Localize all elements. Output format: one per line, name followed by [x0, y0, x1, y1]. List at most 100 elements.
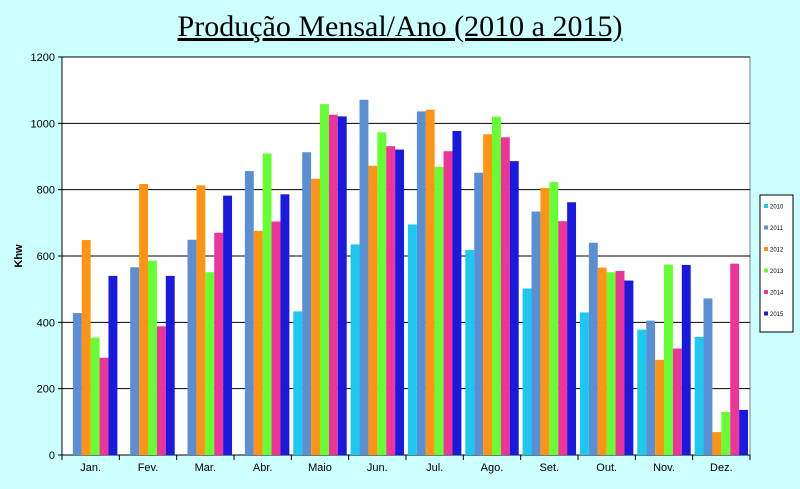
- x-tick-label: Jul.: [426, 462, 443, 474]
- bar-2015-Jul: [452, 130, 462, 455]
- bar-2011-Abr: [244, 171, 254, 456]
- bar-2010-Jul: [407, 224, 417, 455]
- bar-2014-Ago: [500, 137, 510, 455]
- legend-label-2012: 2012: [770, 248, 784, 254]
- bar-2014-Jul: [443, 151, 453, 455]
- bar-2015-Ago: [509, 161, 519, 456]
- bar-2014-Fev: [156, 326, 166, 455]
- bar-2012-Out: [597, 267, 607, 455]
- bar-2012-Nov: [655, 359, 664, 455]
- chart-title: Produção Mensal/Ano (2010 a 2015): [177, 10, 623, 43]
- bar-2015-Dez: [739, 409, 749, 455]
- bar-2010-Dez: [694, 336, 704, 455]
- bar-2014-Nov: [672, 348, 682, 455]
- bar-2013-Abr: [262, 153, 272, 455]
- legend-label-2015: 2015: [770, 312, 784, 318]
- legend-swatch-2010: [764, 204, 768, 208]
- legend-label-2013: 2013: [770, 269, 784, 275]
- legend-label-2011: 2011: [770, 226, 784, 232]
- x-tick-label: Nov.: [653, 462, 675, 474]
- bar-2012-Jun: [368, 165, 378, 455]
- bar-2011-Mar: [187, 239, 197, 455]
- y-tick-label: 400: [37, 317, 55, 329]
- bar-2011-Nov: [646, 320, 656, 455]
- bar-2012-Jan: [81, 240, 91, 455]
- bar-2010-Jun: [350, 244, 360, 455]
- bar-2012-Mar: [196, 185, 206, 456]
- bar-2010-Ago: [465, 250, 475, 455]
- bar-2015-Abr: [280, 194, 290, 455]
- bar-2015-Jan: [108, 275, 118, 455]
- bar-2013-Nov: [664, 264, 673, 455]
- bar-2013-Out: [606, 272, 616, 455]
- y-tick-label: 1200: [31, 52, 55, 64]
- bar-2013-Dez: [721, 411, 731, 455]
- legend-swatch-2014: [764, 290, 768, 294]
- bar-2015-Out: [624, 280, 634, 455]
- legend-swatch-2011: [764, 225, 768, 230]
- x-tick-label: Fev.: [138, 462, 159, 474]
- bar-2012-Abr: [253, 230, 263, 455]
- bar-2015-Fev: [165, 275, 175, 455]
- bar-2014-Mar: [214, 232, 224, 455]
- x-tick-label: Maio: [308, 462, 332, 474]
- y-tick-label: 200: [37, 384, 55, 396]
- bar-2010-Out: [579, 312, 589, 455]
- bar-2015-Maio: [337, 116, 347, 455]
- legend-swatch-2012: [764, 247, 768, 251]
- bar-2014-Set: [558, 221, 568, 455]
- bar-2011-Out: [588, 242, 598, 455]
- bar-2010-Maio: [293, 311, 303, 455]
- bar-2015-Jun: [395, 149, 405, 455]
- bar-2012-Dez: [712, 432, 722, 455]
- y-tick-label: 800: [37, 185, 55, 197]
- x-tick-label: Jan.: [80, 462, 101, 474]
- bar-2013-Mar: [205, 272, 215, 455]
- x-tick-label: Abr.: [253, 462, 273, 474]
- x-tick-label: Ago.: [481, 462, 504, 474]
- legend-swatch-2015: [764, 311, 768, 316]
- bar-2014-Jan: [99, 357, 109, 455]
- y-tick-label: 1000: [31, 118, 55, 130]
- x-tick-label: Dez.: [710, 462, 733, 474]
- bar-2014-Jun: [386, 146, 396, 456]
- y-tick-label: 0: [49, 450, 55, 462]
- legend-swatch-2013: [764, 268, 768, 273]
- bar-2012-Jul: [425, 109, 435, 456]
- bar-2011-Dez: [703, 298, 713, 455]
- legend-box: [759, 194, 794, 333]
- bar-2013-Jan: [90, 337, 100, 455]
- bar-2013-Set: [549, 182, 559, 455]
- bar-2011-Maio: [302, 152, 312, 455]
- bar-2010-Set: [522, 288, 532, 455]
- bar-2013-Maio: [320, 104, 329, 455]
- bar-2012-Set: [540, 188, 550, 455]
- bar-2011-Fev: [130, 267, 140, 455]
- bar-2012-Maio: [311, 178, 320, 455]
- legend-label-2010: 2010: [770, 205, 784, 211]
- bar-2014-Abr: [271, 221, 281, 455]
- bar-2015-Mar: [223, 195, 233, 456]
- bar-2011-Jan: [72, 313, 82, 455]
- bar-2011-Set: [531, 211, 541, 455]
- bar-2010-Nov: [637, 329, 647, 455]
- x-tick-label: Mar.: [195, 462, 216, 474]
- bar-2013-Ago: [492, 116, 501, 455]
- x-tick-label: Out.: [596, 462, 617, 474]
- x-tick-label: Jun.: [367, 462, 388, 474]
- legend-label-2014: 2014: [770, 291, 784, 297]
- bar-2015-Nov: [681, 264, 691, 455]
- bar-2011-Ago: [474, 172, 484, 456]
- bar-2013-Fev: [148, 260, 157, 455]
- bar-2015-Set: [567, 202, 577, 455]
- bar-2012-Fev: [139, 184, 148, 456]
- bar-2014-Maio: [328, 114, 338, 456]
- bar-2012-Ago: [483, 134, 492, 456]
- bar-2014-Out: [615, 270, 625, 455]
- y-tick-label: 600: [37, 251, 55, 263]
- bar-2011-Jul: [416, 111, 426, 455]
- bar-2013-Jun: [377, 132, 387, 455]
- bar-2013-Jul: [434, 166, 444, 455]
- bar-2014-Dez: [730, 263, 740, 455]
